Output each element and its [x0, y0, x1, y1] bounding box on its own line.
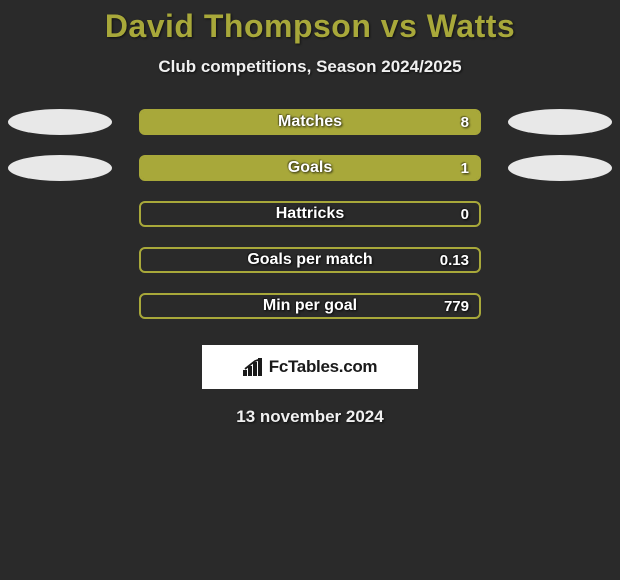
- stat-row: Min per goal779: [0, 293, 620, 319]
- page-subtitle: Club competitions, Season 2024/2025: [158, 57, 461, 77]
- stat-bar: Matches8: [139, 109, 481, 135]
- stat-row: Matches8: [0, 109, 620, 135]
- chart-container: David Thompson vs Watts Club competition…: [0, 0, 620, 427]
- stat-value: 1: [461, 160, 469, 177]
- right-ellipse: [508, 155, 612, 181]
- left-ellipse: [8, 109, 112, 135]
- stat-label: Goals per match: [141, 251, 479, 269]
- logo-box: FcTables.com: [202, 345, 418, 389]
- stat-label: Matches: [141, 113, 479, 131]
- stat-value: 8: [461, 114, 469, 131]
- left-ellipse: [8, 155, 112, 181]
- fctables-bars-icon: [243, 358, 265, 376]
- stat-bar: Hattricks0: [139, 201, 481, 227]
- stat-label: Goals: [141, 159, 479, 177]
- stat-bar: Goals per match0.13: [139, 247, 481, 273]
- right-ellipse: [508, 109, 612, 135]
- stat-value: 779: [444, 298, 469, 315]
- stat-label: Min per goal: [141, 297, 479, 315]
- stat-rows: Matches8Goals1Hattricks0Goals per match0…: [0, 109, 620, 319]
- stat-label: Hattricks: [141, 205, 479, 223]
- stat-row: Goals per match0.13: [0, 247, 620, 273]
- date-label: 13 november 2024: [236, 407, 383, 427]
- logo-text: FcTables.com: [269, 357, 378, 377]
- stat-row: Goals1: [0, 155, 620, 181]
- stat-value: 0: [461, 206, 469, 223]
- stat-row: Hattricks0: [0, 201, 620, 227]
- stat-bar: Min per goal779: [139, 293, 481, 319]
- stat-bar: Goals1: [139, 155, 481, 181]
- page-title: David Thompson vs Watts: [105, 8, 515, 45]
- stat-value: 0.13: [440, 252, 469, 269]
